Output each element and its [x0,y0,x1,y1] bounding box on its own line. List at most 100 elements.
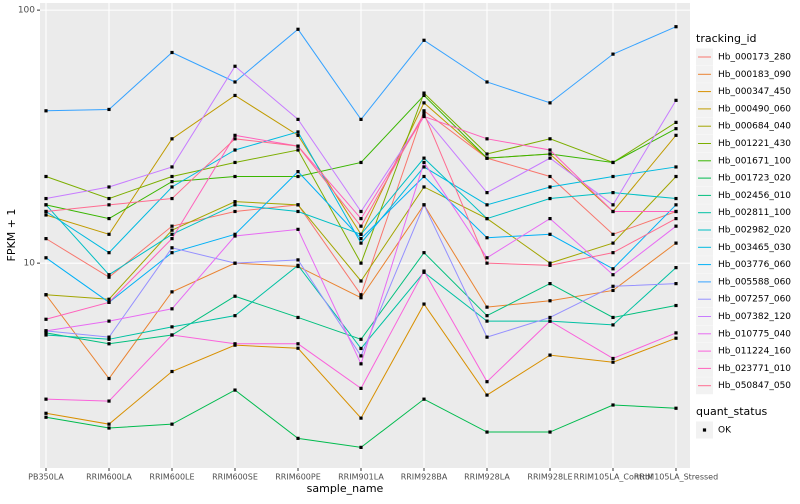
data-point [674,266,678,270]
data-point [233,64,237,68]
x-tick-label: RRIM600PE [275,473,321,482]
x-tick-label: RRIM600LE [149,473,194,482]
data-point [359,216,363,221]
data-point [359,232,363,236]
data-point [359,237,363,241]
data-point [359,224,363,228]
data-point [170,137,174,141]
legend-title: tracking_id [696,32,757,45]
legend-label: Hb_007382_120 [718,312,791,322]
data-point [359,117,363,121]
data-point [485,80,489,84]
data-point [170,290,174,294]
legend-label: OK [718,426,732,436]
data-point [548,174,552,179]
data-point [296,258,300,262]
data-point [170,185,174,189]
data-point [611,273,615,277]
data-point [674,165,678,169]
data-point [674,216,678,221]
data-point [548,232,552,236]
data-point [674,25,678,29]
legend-title: quant_status [696,405,768,418]
data-point [44,203,48,207]
data-point [107,297,111,301]
legend-label: Hb_050847_050 [718,381,791,391]
data-point [170,422,174,426]
legend-label: Hb_003776_060 [718,260,791,270]
data-point [170,165,174,169]
data-point [485,216,489,221]
data-point [485,319,489,323]
data-point [485,156,489,160]
data-point [674,406,678,410]
data-point [233,314,237,318]
data-point [233,388,237,392]
data-point [296,174,300,179]
x-tick-label: RRIM105LA_Control [574,473,653,482]
data-point [485,430,489,434]
legend-label: Hb_001221_430 [718,139,791,149]
data-point [233,200,237,204]
data-point [674,120,678,124]
data-point [674,224,678,228]
data-point [611,209,615,214]
data-point [233,93,237,98]
x-tick-label: RRIM105LA_Stressed [634,473,718,482]
data-point [296,263,300,267]
data-point [44,293,48,297]
data-point [359,293,363,297]
data-point [233,148,237,152]
data-point [233,209,237,214]
data-point [674,241,678,245]
data-point [107,399,111,403]
data-point [359,209,363,214]
data-point [44,237,48,241]
data-point [422,160,426,165]
data-point [611,284,615,288]
data-point [422,91,426,95]
data-point [674,127,678,131]
legend-label: Hb_007257_060 [718,295,791,305]
data-point [548,156,552,160]
data-point [548,101,552,105]
data-point [485,305,489,309]
y-tick-label: 100 [18,6,35,16]
x-tick-label: RRIM600SE [212,473,258,482]
data-point [611,403,615,407]
x-tick-label: RRIM928BA [401,473,448,482]
data-point [233,174,237,179]
data-point [359,296,363,300]
data-point [359,160,363,165]
data-point [359,386,363,390]
data-point [359,445,363,449]
data-point [170,174,174,179]
data-point [296,130,300,134]
data-point [170,224,174,228]
data-point [233,203,237,207]
data-point [422,251,426,255]
x-tick-label: RRIM600LA [86,473,132,482]
data-point [170,180,174,184]
x-tick-label: PB350LA [28,473,64,482]
legend-label: Hb_000490_060 [718,104,791,114]
legend-label: Hb_000173_280 [718,53,791,63]
data-point [296,315,300,320]
data-point [44,213,48,217]
data-point [44,196,48,201]
data-point [548,196,552,201]
data-point [422,109,426,113]
legend-label: Hb_001671_100 [718,156,791,166]
data-point [611,315,615,320]
data-point [233,80,237,84]
data-point [422,185,426,189]
data-point [107,319,111,323]
data-point [611,360,615,364]
data-point [611,251,615,255]
data-point [611,174,615,179]
data-point [611,356,615,361]
legend-label: Hb_000684_040 [718,122,791,132]
legend-label: Hb_000183_090 [718,70,791,80]
data-point [359,354,363,358]
data-point [674,303,678,308]
